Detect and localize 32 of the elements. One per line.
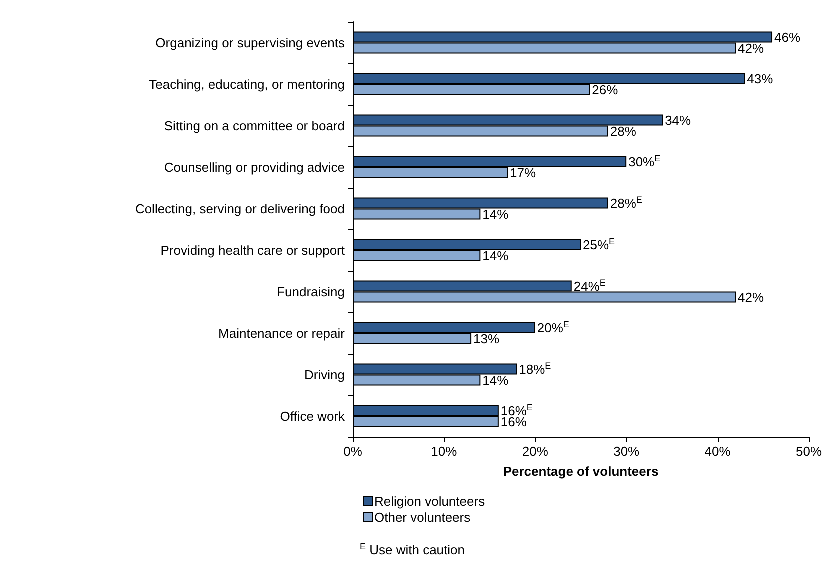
data-label: 17% [510,165,536,180]
x-tick-label: 10% [431,444,458,459]
y-tick-label: Driving [304,367,345,382]
data-label: 42% [738,40,764,56]
data-label: 13% [474,331,500,346]
y-tick-label: Fundraising [277,284,345,300]
data-label: 34% [665,112,692,128]
y-tick-label: Sitting on a committee or board [164,118,345,134]
x-tick-label: 40% [704,444,732,459]
data-label: 46% [774,30,801,45]
y-tick-label: Office work [280,408,346,424]
data-label: 26% [592,82,619,98]
data-label: 28% [610,124,637,139]
y-tick-label: Collecting, serving or delivering food [135,201,345,216]
legend-label: Other volunteers [374,510,472,525]
x-tick-label: 50% [796,444,822,459]
legend-label: Religion volunteers [374,494,486,509]
x-axis-title: Percentage of volunteers [503,464,659,479]
y-tick-label: Organizing or supervising events [156,35,346,50]
x-tick-label: 30% [614,444,640,459]
data-label: 43% [747,71,774,86]
data-label: 14% [482,206,510,222]
y-tick-label: Maintenance or repair [218,326,346,341]
text: E Use with caution [360,542,466,558]
y-tick-label: Teaching, educating, or mentoring [149,76,345,92]
data-label: 42% [738,290,764,305]
y-tick-label: Counselling or providing advice [164,160,345,175]
x-tick-label: 0% [344,444,363,459]
data-label: 14% [482,248,510,264]
y-tick-label: Providing health care or support [160,242,346,258]
x-tick-label: 20% [522,444,549,459]
data-label: 14% [482,372,510,388]
